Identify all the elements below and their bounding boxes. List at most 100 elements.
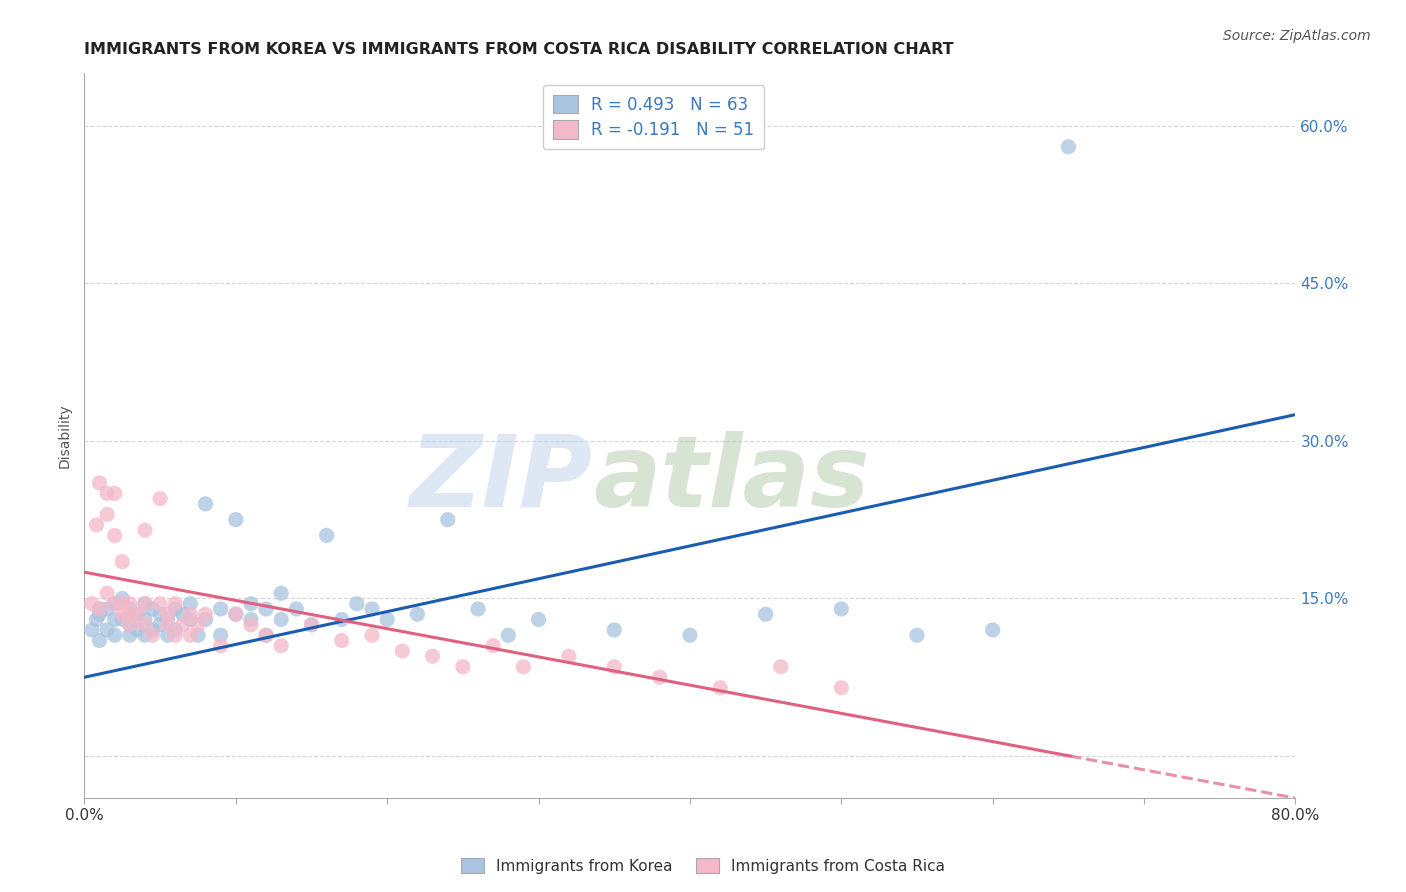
Point [86,517,108,532]
Point [830,602,852,616]
Point [89,475,111,490]
Point [80,623,103,637]
Point [134,597,156,611]
Point [141,628,163,642]
Point [89,602,111,616]
Point [270,639,292,653]
Point [187,628,209,642]
Point [648,670,671,684]
Point [436,513,458,527]
Point [755,607,778,622]
Point [225,607,247,622]
Point [225,513,247,527]
Point [149,491,172,506]
Point [156,628,179,642]
Point [104,486,127,500]
Point [156,607,179,622]
Point [134,612,156,626]
Point [905,628,928,642]
Point [179,628,201,642]
Point [127,607,149,622]
Point [194,607,217,622]
Point [225,607,247,622]
Point [239,612,262,626]
Point [156,617,179,632]
Point [104,597,127,611]
Point [111,555,134,569]
Point [179,597,201,611]
Point [104,612,127,626]
Point [80,597,103,611]
Point [285,602,308,616]
Text: ZIP: ZIP [411,431,593,528]
Point [527,612,550,626]
Point [165,628,187,642]
Point [406,607,429,622]
Point [96,508,118,522]
Point [194,612,217,626]
Point [96,586,118,600]
Point [127,607,149,622]
Point [361,602,384,616]
Y-axis label: Disability: Disability [58,403,72,468]
Point [104,628,127,642]
Point [346,597,368,611]
Point [111,607,134,622]
Point [111,612,134,626]
Point [134,628,156,642]
Point [134,597,156,611]
Point [86,612,108,626]
Point [111,597,134,611]
Point [482,639,505,653]
Point [141,623,163,637]
Point [209,628,232,642]
Point [149,597,172,611]
Point [1057,140,1080,154]
Point [118,607,141,622]
Text: IMMIGRANTS FROM KOREA VS IMMIGRANTS FROM COSTA RICA DISABILITY CORRELATION CHART: IMMIGRANTS FROM KOREA VS IMMIGRANTS FROM… [84,42,955,57]
Point [165,623,187,637]
Point [254,628,277,642]
Legend: Immigrants from Korea, Immigrants from Costa Rica: Immigrants from Korea, Immigrants from C… [456,852,950,880]
Point [981,623,1004,637]
Point [96,486,118,500]
Point [118,602,141,616]
Point [89,602,111,616]
Point [104,528,127,542]
Point [422,649,444,664]
Point [96,602,118,616]
Point [558,649,581,664]
Point [118,617,141,632]
Point [301,617,323,632]
Point [496,628,519,642]
Point [254,628,277,642]
Point [330,612,353,626]
Point [239,617,262,632]
Point [769,659,792,673]
Point [375,612,398,626]
Point [270,612,292,626]
Point [361,628,384,642]
Point [187,617,209,632]
Point [603,659,626,673]
Point [118,597,141,611]
Text: atlas: atlas [593,431,869,528]
Point [254,602,277,616]
Point [512,659,534,673]
Point [330,633,353,648]
Point [165,597,187,611]
Point [239,597,262,611]
Point [179,612,201,626]
Point [391,644,413,658]
Point [127,623,149,637]
Point [679,628,702,642]
Point [118,617,141,632]
Point [209,602,232,616]
Point [194,497,217,511]
Point [134,617,156,632]
Point [301,617,323,632]
Point [270,586,292,600]
Point [830,681,852,695]
Point [156,612,179,626]
Point [134,523,156,537]
